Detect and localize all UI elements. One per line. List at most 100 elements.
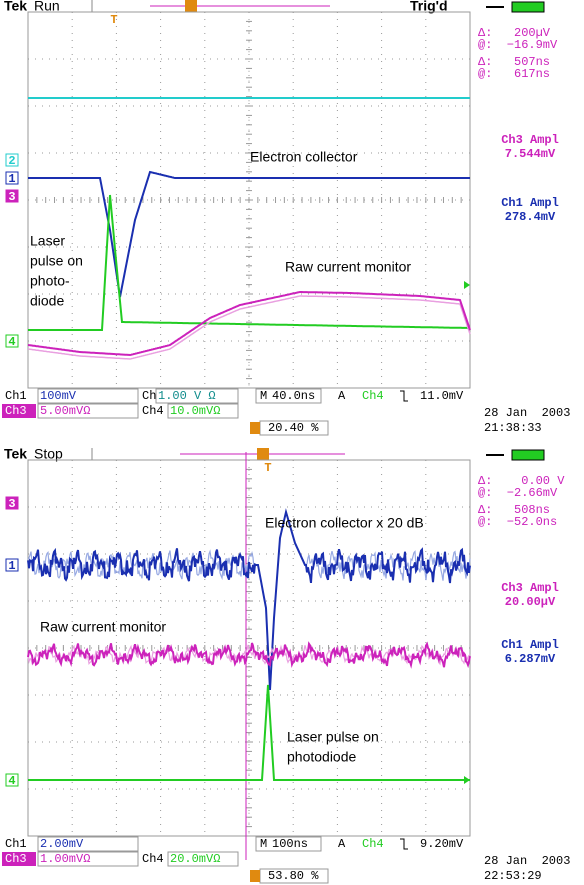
annotation: photo- xyxy=(30,273,70,289)
channel-marker: 2 xyxy=(8,154,15,168)
trace xyxy=(27,291,471,357)
setting-box xyxy=(37,388,139,404)
annotation: Raw current monitor xyxy=(40,619,166,635)
setting: 1.00mVΩ xyxy=(40,852,90,866)
channel-marker-box xyxy=(5,171,19,185)
setting: Ch4 xyxy=(142,852,164,866)
setting: M xyxy=(260,389,267,403)
trigger-pos-icon xyxy=(250,422,260,434)
channel-marker: 4 xyxy=(8,335,15,349)
channel-marker-box xyxy=(5,496,19,510)
measurement-value: 20.00µV xyxy=(505,595,556,609)
setting: Ch4 xyxy=(362,389,384,403)
trigger-level-arrow xyxy=(464,776,470,784)
setting-box xyxy=(37,403,139,419)
trigger-slope xyxy=(400,838,408,850)
setting-bg xyxy=(2,404,36,418)
annotation: Electron collector xyxy=(250,149,358,165)
setting: Ch3 xyxy=(5,404,27,418)
scope-screen: Tek Run T Trig'd 2 1 3 4 Electron collector Laser… xyxy=(2,0,570,436)
trace xyxy=(27,508,471,691)
cursor-readout: @: −2.66mV xyxy=(478,486,558,500)
measurement-value: 6.287mV xyxy=(505,652,556,666)
channel-marker: 1 xyxy=(8,172,15,186)
date: 28 Jan 2003 xyxy=(484,406,570,420)
setting: 5.00mVΩ xyxy=(40,404,90,418)
setting: 40.0ns xyxy=(272,389,315,403)
run-state: Run xyxy=(34,0,60,14)
channel-marker-box xyxy=(5,189,19,203)
setting: 100mV xyxy=(40,389,77,403)
setting-bg xyxy=(2,852,36,866)
measurement-label: Ch3 Ampl xyxy=(501,133,559,147)
cursor-readout: @: −52.0ns xyxy=(478,515,557,529)
trace xyxy=(27,641,471,669)
measurement-label: Ch1 Ampl xyxy=(501,196,559,210)
measurement-label: Ch3 Ampl xyxy=(501,581,559,595)
trigger-pos-box xyxy=(185,0,197,12)
channel-marker-box xyxy=(5,334,19,348)
channel-marker: 4 xyxy=(8,774,15,788)
trigger-level-arrow xyxy=(464,281,470,289)
time: 21:38:33 xyxy=(484,421,542,435)
measurement-value: 7.544mV xyxy=(505,147,556,161)
setting-box xyxy=(255,836,322,852)
cursor-readout: Δ: 200µV xyxy=(478,26,551,40)
annotation: pulse on xyxy=(30,253,83,269)
setting: 20.0mVΩ xyxy=(170,852,220,866)
annotation: Electron collector x 20 dB xyxy=(265,515,424,531)
annotation: photodiode xyxy=(287,749,357,765)
setting-box xyxy=(37,851,139,867)
cursor-readout: Δ: 0.00 V xyxy=(478,474,565,488)
annotation: Raw current monitor xyxy=(285,259,411,275)
cursor-readout: @: 617ns xyxy=(478,67,550,81)
brand: Tek xyxy=(4,446,27,462)
channel-marker-box xyxy=(5,773,19,787)
trace xyxy=(27,295,471,360)
channel-marker-box xyxy=(5,153,19,167)
measurement-label: Ch1 Ampl xyxy=(501,638,559,652)
setting: 11.0mV xyxy=(420,389,464,403)
setting: 100ns xyxy=(272,837,308,851)
setting: Ch4 xyxy=(362,837,384,851)
date: 28 Jan 2003 xyxy=(484,854,570,868)
setting: A xyxy=(338,389,346,403)
channel-marker: 1 xyxy=(8,559,15,573)
setting: M xyxy=(260,837,267,851)
time: 22:53:29 xyxy=(484,869,542,883)
cursor-readout: Δ: 508ns xyxy=(478,503,550,517)
battery xyxy=(511,1,545,13)
annotation: Laser xyxy=(30,233,65,249)
setting: Ch1 xyxy=(5,389,27,403)
trace xyxy=(28,194,470,331)
setting-box xyxy=(37,836,139,852)
cursor-readout: @: −16.9mV xyxy=(478,38,558,52)
setting-box xyxy=(167,851,239,867)
setting: Ch4 xyxy=(142,404,164,418)
trigger-marker: T xyxy=(110,13,117,27)
setting: 2.00mV xyxy=(40,837,84,851)
setting: A xyxy=(338,837,346,851)
setting: 53.80 % xyxy=(268,869,319,883)
trigger-status: Trig'd xyxy=(410,0,448,14)
setting: Ch1 xyxy=(5,837,27,851)
channel-marker: 3 xyxy=(8,190,15,204)
annotation: diode xyxy=(30,293,64,309)
trigger-marker: T xyxy=(264,461,271,475)
trigger-pos-box xyxy=(257,448,269,460)
trace xyxy=(28,170,470,298)
measurement-value: 278.4mV xyxy=(505,210,556,224)
channel-marker-box xyxy=(5,558,19,572)
run-state: Stop xyxy=(34,446,63,462)
setting: Ch3 xyxy=(5,852,27,866)
setting: 1.00 V Ω xyxy=(158,389,216,403)
cursor-readout: Δ: 507ns xyxy=(478,55,550,69)
setting: 10.0mVΩ xyxy=(170,404,220,418)
channel-marker: 3 xyxy=(8,497,15,511)
trace xyxy=(28,684,470,781)
setting-box xyxy=(167,403,239,419)
setting-box xyxy=(255,388,322,404)
scope-screen: Tek Stop T 3 1 4 Electron collector x 20 dB Raw… xyxy=(2,446,570,884)
trigger-slope xyxy=(400,390,408,402)
